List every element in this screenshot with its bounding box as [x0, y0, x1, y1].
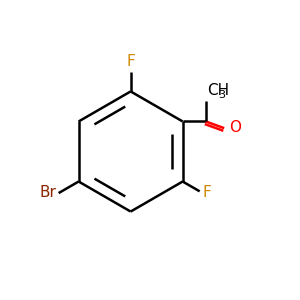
Text: F: F — [126, 54, 135, 69]
Text: O: O — [229, 119, 241, 134]
Text: 3: 3 — [218, 90, 225, 100]
Text: F: F — [203, 185, 212, 200]
Text: Br: Br — [39, 185, 56, 200]
Text: CH: CH — [207, 83, 229, 98]
